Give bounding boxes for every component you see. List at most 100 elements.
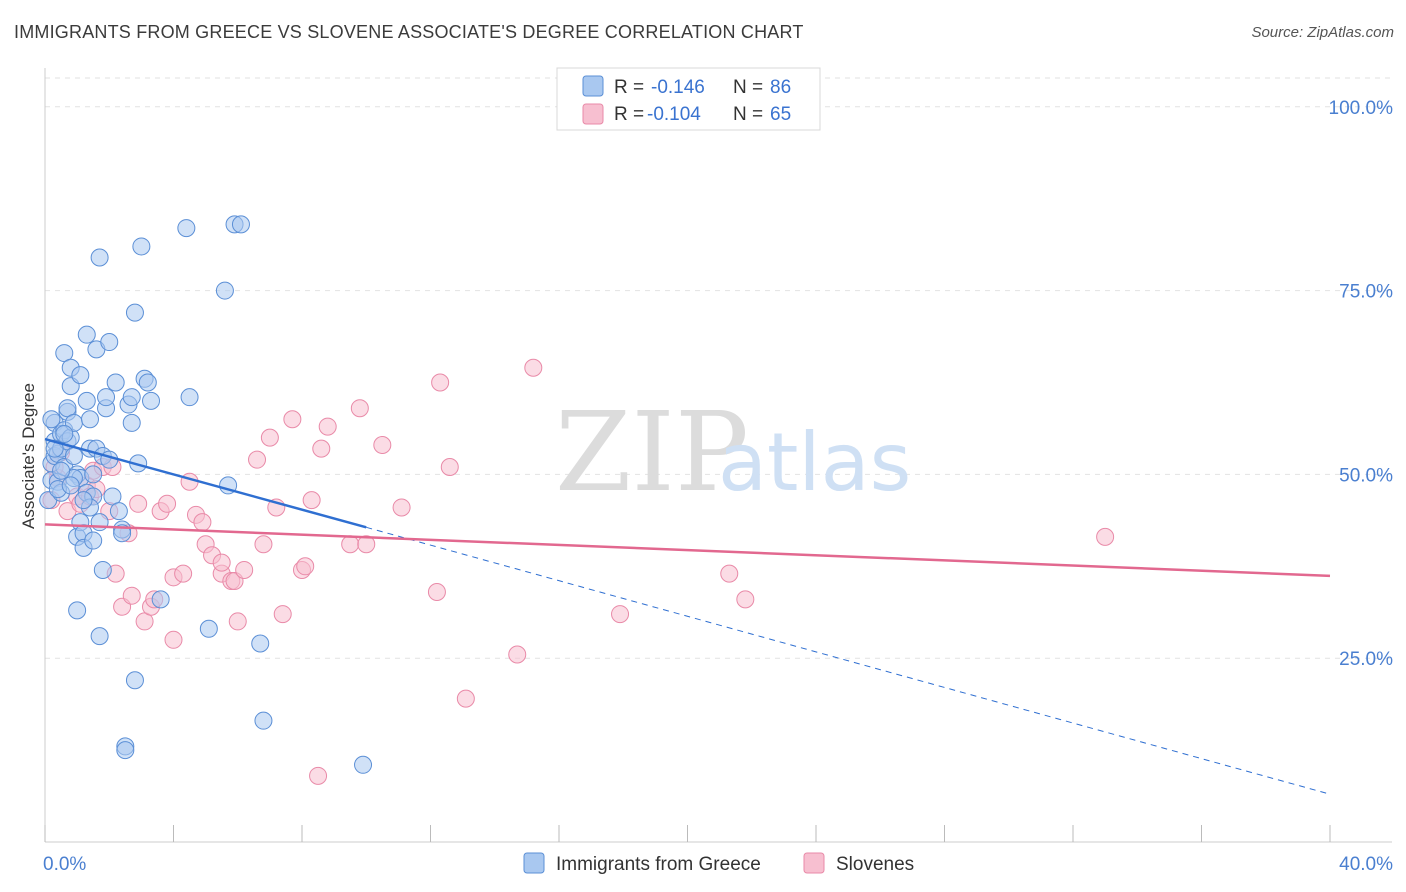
y-axis-label: Associate's Degree xyxy=(19,383,38,529)
data-point-greece xyxy=(125,671,144,690)
x-tick-labels: 0.0% 40.0% xyxy=(43,854,1393,875)
data-point-slovenes xyxy=(180,472,199,491)
data-point-greece xyxy=(61,476,80,495)
data-point-greece xyxy=(199,619,218,638)
bottom-legend-swatch-slovenes xyxy=(803,852,825,874)
data-point-slovenes xyxy=(611,605,630,624)
data-point-slovenes xyxy=(122,586,141,605)
data-point-slovenes xyxy=(260,428,279,447)
data-point-slovenes xyxy=(1096,527,1115,546)
legend-r-value-slovenes: -0.104 xyxy=(647,104,701,125)
data-point-slovenes xyxy=(129,494,148,513)
trend-lines xyxy=(44,437,1331,795)
y-tick-label: 50.0% xyxy=(1339,465,1393,486)
data-point-greece xyxy=(71,366,90,385)
y-tick-label: 75.0% xyxy=(1339,282,1393,303)
data-point-slovenes xyxy=(248,450,267,469)
data-point-greece xyxy=(90,627,109,646)
watermark-atlas: atlas xyxy=(718,416,911,509)
data-point-slovenes xyxy=(440,458,459,477)
data-point-slovenes xyxy=(283,410,302,429)
data-point-slovenes xyxy=(350,399,369,418)
legend-n-value-slovenes: 65 xyxy=(770,104,791,125)
data-point-greece xyxy=(125,303,144,322)
data-point-greece xyxy=(354,755,373,774)
legend-swatch-greece xyxy=(582,75,604,97)
data-point-greece xyxy=(84,465,103,484)
y-tick-label: 25.0% xyxy=(1339,649,1393,670)
data-point-slovenes xyxy=(736,590,755,609)
data-point-greece xyxy=(77,391,96,410)
data-point-greece xyxy=(68,601,87,620)
data-point-greece xyxy=(177,219,196,238)
data-point-slovenes xyxy=(318,417,337,436)
stats-legend: R = -0.146 N = 86 R = -0.104 N = 65 xyxy=(556,67,821,131)
chart-title: IMMIGRANTS FROM GREECE VS SLOVENE ASSOCI… xyxy=(14,22,804,42)
legend-r-label: R = xyxy=(614,104,644,125)
data-point-greece xyxy=(251,634,270,653)
data-point-greece xyxy=(90,248,109,267)
y-tick-labels: 25.0% 50.0% 75.0% 100.0% xyxy=(1329,98,1394,670)
data-point-greece xyxy=(116,741,135,760)
data-point-slovenes xyxy=(312,439,331,458)
data-point-greece xyxy=(84,531,103,550)
x-tick-label: 0.0% xyxy=(43,854,86,875)
data-point-greece xyxy=(74,491,93,510)
data-point-greece xyxy=(231,215,250,234)
data-point-greece xyxy=(151,590,170,609)
bottom-legend-swatch-greece xyxy=(523,852,545,874)
data-point-slovenes xyxy=(456,689,475,708)
data-point-greece xyxy=(113,524,132,543)
watermark: ZIP atlas xyxy=(555,388,911,516)
data-point-greece xyxy=(122,413,141,432)
data-point-slovenes xyxy=(164,630,183,649)
legend-n-label: N = xyxy=(733,77,763,98)
data-point-slovenes xyxy=(524,358,543,377)
data-point-slovenes xyxy=(228,612,247,631)
data-point-slovenes xyxy=(720,564,739,583)
data-point-slovenes xyxy=(392,498,411,517)
legend-n-value-greece: 86 xyxy=(770,77,791,98)
legend-r-label: R = xyxy=(614,77,644,98)
x-tick-label: 40.0% xyxy=(1339,854,1393,875)
data-point-slovenes xyxy=(427,583,446,602)
data-point-greece xyxy=(45,439,64,458)
data-point-greece xyxy=(138,373,157,392)
data-point-greece xyxy=(42,410,61,429)
bottom-legend-label-greece: Immigrants from Greece xyxy=(556,854,761,875)
data-point-greece xyxy=(77,325,96,344)
data-point-greece xyxy=(93,560,112,579)
source-label: Source: ZipAtlas.com xyxy=(1251,24,1394,41)
data-point-greece xyxy=(180,388,199,407)
data-point-greece xyxy=(215,281,234,300)
data-point-slovenes xyxy=(174,564,193,583)
watermark-zip: ZIP xyxy=(555,388,749,516)
data-point-greece xyxy=(132,237,151,256)
trend-line-greece xyxy=(44,437,367,529)
legend-r-value-greece: -0.146 xyxy=(651,77,705,98)
legend-n-label: N = xyxy=(733,104,763,125)
series-greece-points xyxy=(39,215,373,774)
data-point-greece xyxy=(64,447,83,465)
data-point-greece xyxy=(80,410,99,429)
data-point-slovenes xyxy=(212,553,231,572)
legend-swatch-slovenes xyxy=(582,103,604,125)
data-point-slovenes xyxy=(193,513,212,532)
y-tick-label: 100.0% xyxy=(1329,98,1394,119)
data-point-slovenes xyxy=(309,766,328,785)
data-point-slovenes xyxy=(254,535,273,554)
data-point-greece xyxy=(106,373,125,392)
data-point-greece xyxy=(90,513,109,532)
data-point-slovenes xyxy=(508,645,527,664)
data-point-greece xyxy=(109,502,128,521)
data-point-slovenes xyxy=(373,435,392,454)
data-point-slovenes xyxy=(235,560,254,579)
data-point-greece xyxy=(100,450,119,469)
data-point-greece xyxy=(52,461,71,480)
data-point-greece xyxy=(97,388,116,407)
data-point-slovenes xyxy=(341,535,360,554)
data-point-greece xyxy=(55,424,74,443)
data-point-slovenes xyxy=(357,535,376,554)
bottom-legend-label-slovenes: Slovenes xyxy=(836,854,914,875)
